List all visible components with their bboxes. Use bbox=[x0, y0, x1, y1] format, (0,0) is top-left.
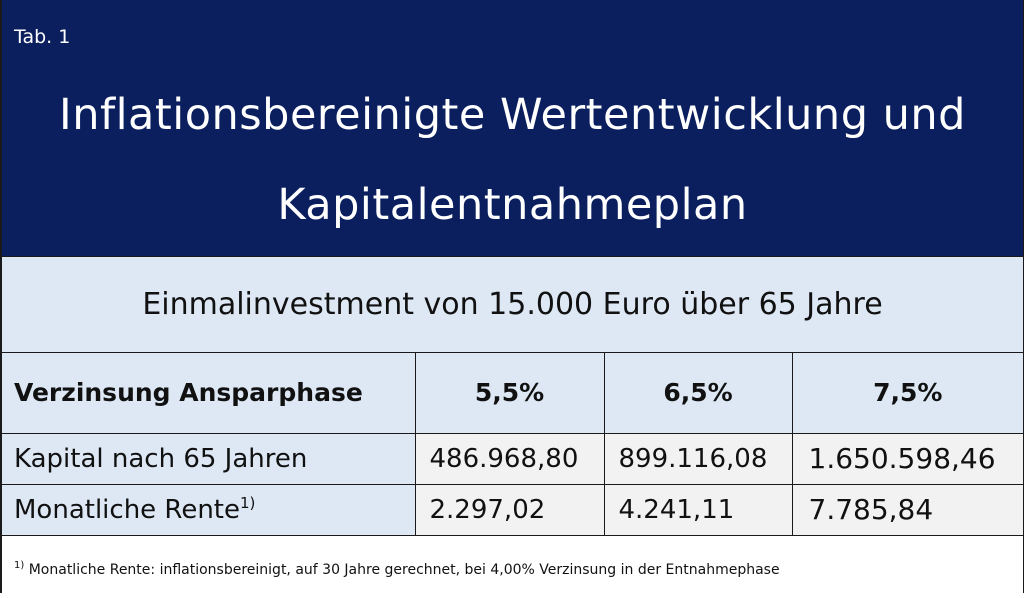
header-cell-rate-2: 6,5% bbox=[603, 353, 793, 434]
footnote: 1) Monatliche Rente: inflationsbereinigt… bbox=[2, 538, 1023, 593]
table-cell: 899.116,08 bbox=[603, 432, 793, 485]
header-cell-rate-1: 5,5% bbox=[414, 353, 605, 434]
table-cell: 7.785,84 bbox=[791, 483, 1023, 536]
footnote-reference: 1) bbox=[240, 494, 256, 512]
table-row: Kapital nach 65 Jahren 486.968,80 899.11… bbox=[2, 432, 1023, 485]
header-cell-label: Verzinsung Ansparphase bbox=[2, 353, 416, 434]
table-header-row: Verzinsung Ansparphase 5,5% 6,5% 7,5% bbox=[2, 353, 1023, 434]
data-table: Verzinsung Ansparphase 5,5% 6,5% 7,5% Ka… bbox=[2, 353, 1023, 536]
row-label-text: Monatliche Rente bbox=[14, 495, 240, 525]
footnote-text: Monatliche Rente: inflationsbereinigt, a… bbox=[28, 562, 780, 578]
table-number: Tab. 1 bbox=[14, 26, 71, 48]
table-row: Monatliche Rente1) 2.297,02 4.241,11 7.7… bbox=[2, 483, 1023, 536]
table-cell: 2.297,02 bbox=[414, 483, 605, 536]
page-title: Inflationsbereinigte Wertentwicklung und… bbox=[2, 70, 1023, 250]
header-cell-rate-3: 7,5% bbox=[791, 353, 1023, 434]
row-label: Monatliche Rente1) bbox=[2, 483, 416, 536]
title-line-1: Inflationsbereinigte Wertentwicklung und bbox=[59, 90, 966, 140]
table-cell: 4.241,11 bbox=[603, 483, 793, 536]
title-line-2: Kapitalentnahmeplan bbox=[277, 180, 748, 230]
header-banner: Tab. 1 Inflationsbereinigte Wertentwickl… bbox=[2, 0, 1023, 256]
table-cell: 486.968,80 bbox=[414, 432, 605, 485]
row-label: Kapital nach 65 Jahren bbox=[2, 432, 416, 485]
row-label-text: Kapital nach 65 Jahren bbox=[14, 443, 308, 474]
table-cell: 1.650.598,46 bbox=[791, 432, 1023, 485]
footnote-mark: 1) bbox=[14, 560, 25, 571]
table-subtitle: Einmalinvestment von 15.000 Euro über 65… bbox=[2, 256, 1023, 353]
